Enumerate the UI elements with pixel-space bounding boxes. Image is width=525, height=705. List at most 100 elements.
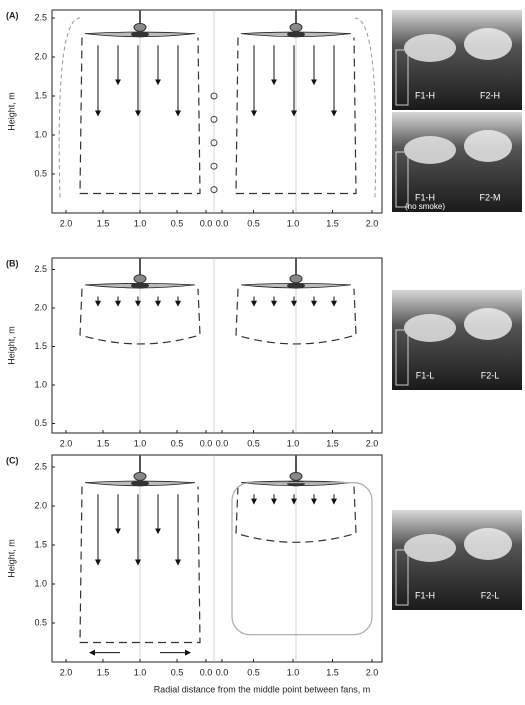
y-tick-label: 1.0 — [34, 578, 47, 588]
photo-caption: F1-H — [415, 192, 435, 202]
y-tick-label: 1.5 — [34, 539, 47, 549]
x-tick-label: 1.5 — [326, 438, 339, 448]
x-tick-label: 1.0 — [134, 438, 147, 448]
smoke — [404, 34, 456, 62]
flow-boundary — [79, 288, 201, 345]
x-tick-label: 1.5 — [97, 667, 110, 677]
flow-boundary — [235, 288, 357, 345]
y-axis-label: Height, m — [6, 92, 16, 131]
y-tick-label: 2.0 — [34, 51, 47, 61]
panel-label: (A) — [6, 10, 19, 20]
x-tick-label: 2.0 — [60, 218, 73, 228]
photo-caption: F2-L — [481, 590, 500, 600]
x-tick-label: 0.0 — [216, 218, 229, 228]
x-tick-label: 2.0 — [366, 667, 379, 677]
y-tick-label: 2.0 — [34, 302, 47, 312]
recirculation — [58, 17, 81, 198]
x-tick-label: 2.0 — [366, 218, 379, 228]
x-tick-label: 0.5 — [171, 438, 184, 448]
x-tick-label: 0.5 — [171, 667, 184, 677]
y-tick-label: 0.5 — [34, 418, 47, 428]
x-tick-label: 2.0 — [60, 667, 73, 677]
smoke — [404, 136, 456, 164]
x-tick-label: 1.0 — [134, 218, 147, 228]
photo — [392, 290, 522, 390]
fan-hub — [287, 31, 305, 38]
panel-label: (C) — [6, 455, 19, 465]
y-axis-label: Height, m — [6, 326, 16, 365]
vortex — [210, 162, 218, 170]
fan-motor — [133, 471, 147, 481]
plot-frame — [51, 454, 383, 663]
x-tick-label: 1.5 — [97, 438, 110, 448]
fan-hub — [131, 31, 149, 38]
photo — [392, 510, 522, 610]
x-tick-label: 1.0 — [287, 438, 300, 448]
x-tick-label: 0.0 — [216, 667, 229, 677]
x-tick-label: 2.0 — [60, 438, 73, 448]
fan-hub — [131, 282, 149, 289]
y-tick-label: 2.5 — [34, 12, 47, 22]
x-tick-label: 1.5 — [326, 218, 339, 228]
x-axis-label: Radial distance from the middle point be… — [154, 684, 371, 694]
fan-hub — [287, 480, 305, 487]
photo-caption: F1-H — [415, 90, 435, 100]
fan-motor — [289, 274, 303, 284]
y-tick-label: 2.5 — [34, 461, 47, 471]
ladder — [395, 549, 409, 606]
x-tick-label: 0.0 — [200, 218, 213, 228]
flow-boundary — [79, 37, 201, 195]
smoke — [464, 130, 512, 162]
fan-motor — [289, 471, 303, 481]
x-tick-label: 1.5 — [326, 667, 339, 677]
y-tick-label: 1.5 — [34, 341, 47, 351]
flow-boundary — [79, 486, 201, 644]
x-tick-label: 0.5 — [247, 667, 260, 677]
x-tick-label: 0.0 — [200, 438, 213, 448]
y-tick-label: 1.0 — [34, 379, 47, 389]
y-tick-label: 2.0 — [34, 500, 47, 510]
x-tick-label: 0.0 — [200, 667, 213, 677]
fan-motor — [133, 22, 147, 32]
smoke — [464, 528, 512, 560]
x-tick-label: 1.0 — [134, 667, 147, 677]
smoke — [404, 314, 456, 342]
x-tick-label: 0.5 — [247, 438, 260, 448]
vortex — [210, 186, 218, 194]
y-tick-label: 1.5 — [34, 90, 47, 100]
fan-motor — [133, 274, 147, 284]
plot-frame — [51, 257, 383, 434]
ladder — [395, 329, 409, 386]
flow-boundary — [235, 37, 357, 195]
photo-caption: F2-M — [480, 192, 501, 202]
photo-caption: F2-H — [480, 90, 500, 100]
smoke — [464, 28, 512, 60]
panel-label: (B) — [6, 258, 19, 268]
fan-hub — [131, 480, 149, 487]
ladder — [395, 151, 409, 208]
ladder — [395, 49, 409, 106]
y-tick-label: 0.5 — [34, 617, 47, 627]
photo-caption: F1-H — [415, 590, 435, 600]
flow-boundary — [235, 486, 357, 543]
fan-hub — [287, 282, 305, 289]
photo-caption: F2-L — [481, 370, 500, 380]
x-tick-label: 1.0 — [287, 218, 300, 228]
x-tick-label: 2.0 — [366, 438, 379, 448]
x-tick-label: 0.0 — [216, 438, 229, 448]
photo — [392, 10, 522, 110]
vortex — [210, 139, 218, 147]
fan-motor — [289, 22, 303, 32]
photo-caption: F1-L — [416, 370, 435, 380]
smoke — [404, 534, 456, 562]
y-tick-label: 1.0 — [34, 129, 47, 139]
vortex — [210, 115, 218, 123]
smoke — [464, 308, 512, 340]
x-tick-label: 0.5 — [171, 218, 184, 228]
x-tick-label: 1.5 — [97, 218, 110, 228]
x-tick-label: 0.5 — [247, 218, 260, 228]
y-tick-label: 2.5 — [34, 264, 47, 274]
recirculation — [231, 482, 373, 636]
x-tick-label: 1.0 — [287, 667, 300, 677]
